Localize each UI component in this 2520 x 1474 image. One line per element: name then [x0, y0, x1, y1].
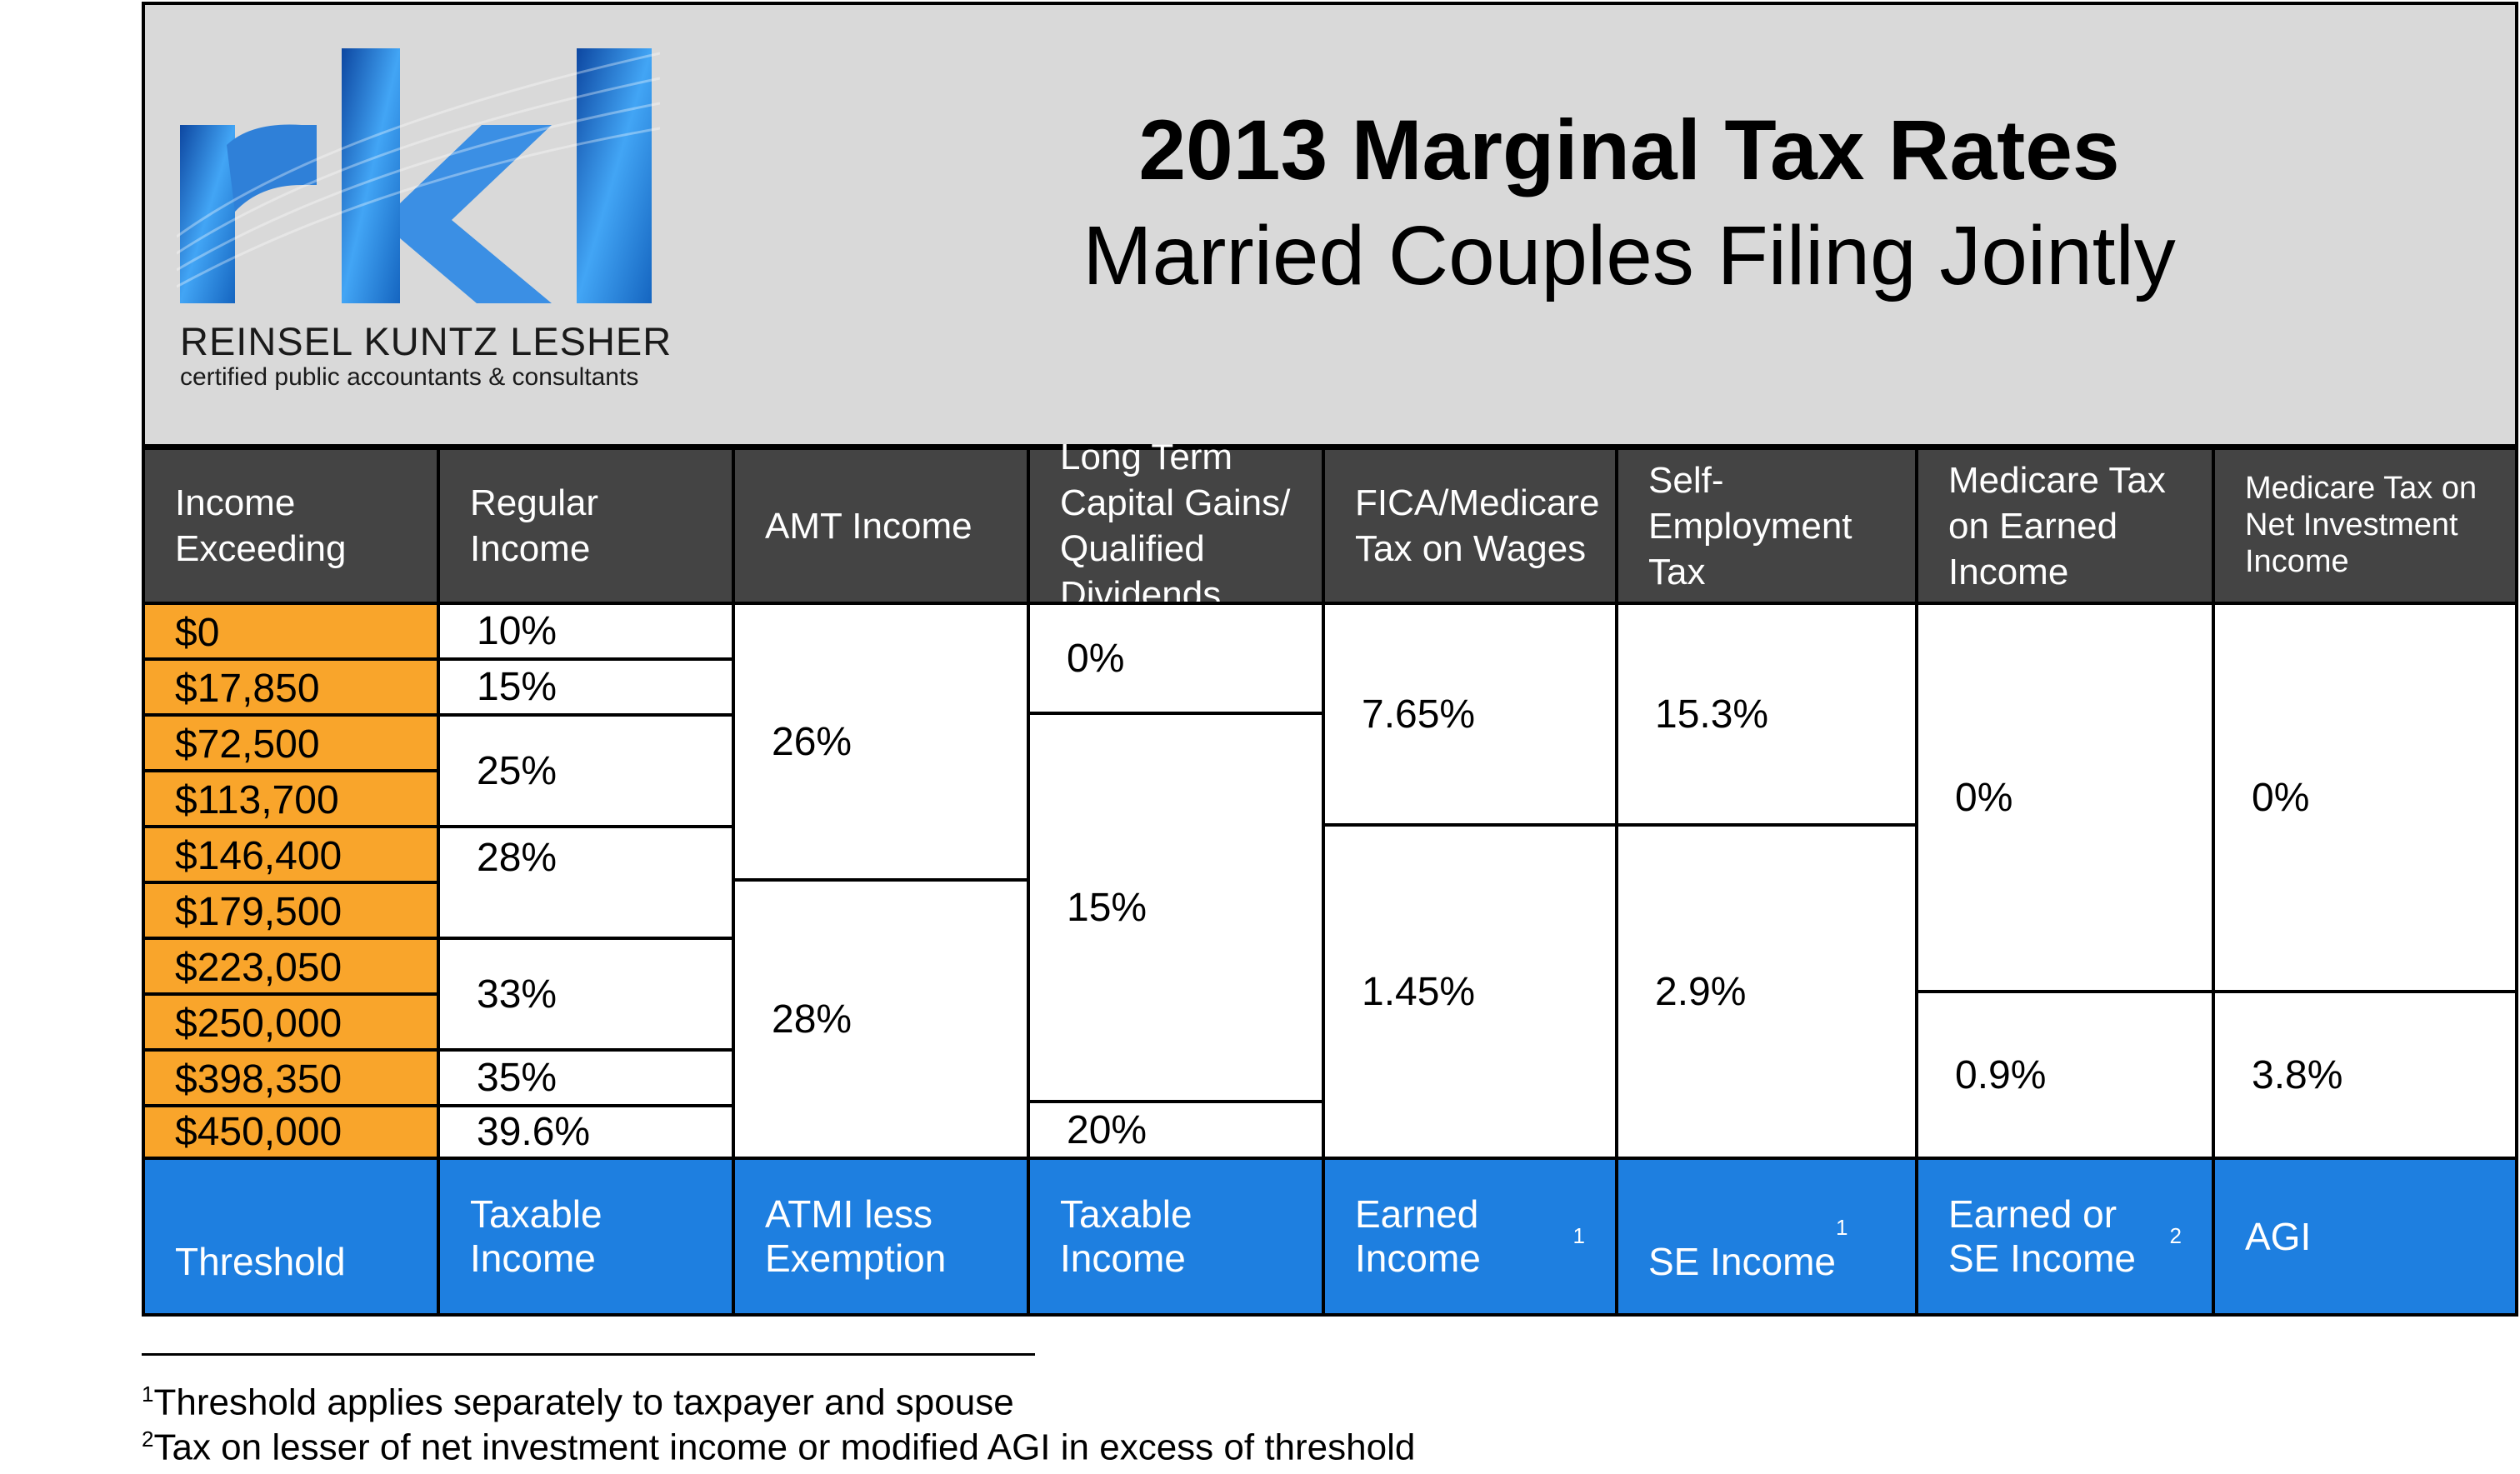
- col-header-medicare-nii: Medicare Tax on Net Investment Income: [2212, 447, 2518, 605]
- threshold-cell: $113,700: [142, 769, 440, 828]
- footnote-marker: 1: [1572, 1223, 1585, 1249]
- regular-rate-cell: 25%: [437, 713, 735, 828]
- footnote-marker: 2: [2169, 1223, 2182, 1249]
- col-header-self-employment: Self-Employment Tax: [1615, 447, 1918, 605]
- fica-rate-cell: 1.45%: [1322, 823, 1618, 1160]
- medicare-nii-rate-cell: 3.8%: [2212, 990, 2518, 1160]
- threshold-cell: $398,350: [142, 1048, 440, 1107]
- regular-rate-cell: 39.6%: [437, 1104, 735, 1160]
- medicare-nii-rate-cell: 0%: [2212, 602, 2518, 993]
- threshold-cell: $0: [142, 602, 440, 661]
- footnote-divider: [142, 1353, 1035, 1356]
- regular-rate-cell: 33%: [437, 937, 735, 1052]
- footer-medicare-earned-label: Earned or SE Income: [1948, 1192, 2136, 1280]
- footnote-1-text: Threshold applies separately to taxpayer…: [153, 1382, 1014, 1423]
- header-band: [142, 2, 2518, 447]
- se-rate-cell: 2.9%: [1615, 823, 1918, 1160]
- threshold-cell: $250,000: [142, 992, 440, 1052]
- threshold-cell: $179,500: [142, 881, 440, 940]
- regular-rate-cell: 15%: [437, 657, 735, 717]
- col-header-ltcg: Long Term Capital Gains/ Qualified Divid…: [1027, 437, 1325, 615]
- col-header-medicare-earned: Medicare Tax on Earned Income: [1915, 447, 2215, 605]
- threshold-cell: $72,500: [142, 713, 440, 772]
- amt-rate-cell: 28%: [732, 878, 1030, 1160]
- footer-se: SE Income 1: [1615, 1157, 1918, 1317]
- footer-fica: Earned Income 1: [1322, 1157, 1618, 1317]
- footnote-marker: 1: [1836, 1215, 1848, 1241]
- tax-rate-table: Income Exceeding Regular Income AMT Inco…: [142, 437, 2518, 1317]
- col-header-regular-income: Regular Income: [437, 447, 735, 605]
- footer-se-label: SE Income: [1648, 1239, 1836, 1283]
- rkl-logo: [177, 48, 660, 303]
- footer-regular: Taxable Income: [437, 1157, 735, 1317]
- fica-rate-cell: 7.65%: [1322, 602, 1618, 827]
- page-subtitle: Married Couples Filing Jointly: [1082, 209, 2176, 302]
- medicare-earned-rate-cell: 0%: [1915, 602, 2215, 993]
- footnote-2-text: Tax on lesser of net investment income o…: [153, 1427, 1416, 1468]
- footer-threshold: Threshold: [142, 1157, 440, 1317]
- ltcg-rate-cell: 15%: [1027, 712, 1325, 1103]
- amt-rate-cell: 26%: [732, 602, 1030, 882]
- footer-medicare-nii: AGI: [2212, 1157, 2518, 1317]
- footnote-2: 2Tax on lesser of net investment income …: [142, 1427, 1415, 1469]
- col-header-fica: FICA/Medicare Tax on Wages: [1322, 447, 1618, 605]
- footer-fica-label: Earned Income: [1355, 1192, 1481, 1280]
- regular-rate-cell: 35%: [437, 1048, 735, 1107]
- footnote-marker: 2: [142, 1427, 154, 1452]
- brand-name: REINSEL KUNTZ LESHER: [180, 319, 672, 363]
- footer-ltcg: Taxable Income: [1027, 1157, 1325, 1317]
- brand-tagline: certified public accountants & consultan…: [180, 363, 639, 391]
- medicare-earned-rate-cell: 0.9%: [1915, 990, 2215, 1160]
- ltcg-rate-cell: 20%: [1027, 1100, 1325, 1160]
- footer-medicare-earned: Earned or SE Income 2: [1915, 1157, 2215, 1317]
- ltcg-rate-cell: 0%: [1027, 602, 1325, 715]
- col-header-amt-income: AMT Income: [732, 447, 1030, 605]
- footnote-1: 1Threshold applies separately to taxpaye…: [142, 1382, 1014, 1424]
- threshold-cell: $223,050: [142, 937, 440, 996]
- regular-rate-cell: 28%: [437, 825, 735, 940]
- threshold-cell: $17,850: [142, 657, 440, 717]
- regular-rate-cell: 10%: [437, 602, 735, 661]
- page-title: 2013 Marginal Tax Rates: [1138, 102, 2120, 197]
- threshold-cell: $450,000: [142, 1104, 440, 1160]
- footer-amt: ATMI less Exemption: [732, 1157, 1030, 1317]
- footnote-marker: 1: [142, 1382, 154, 1407]
- col-header-income-exceeding: Income Exceeding: [142, 447, 440, 605]
- se-rate-cell: 15.3%: [1615, 602, 1918, 827]
- threshold-cell: $146,400: [142, 825, 440, 884]
